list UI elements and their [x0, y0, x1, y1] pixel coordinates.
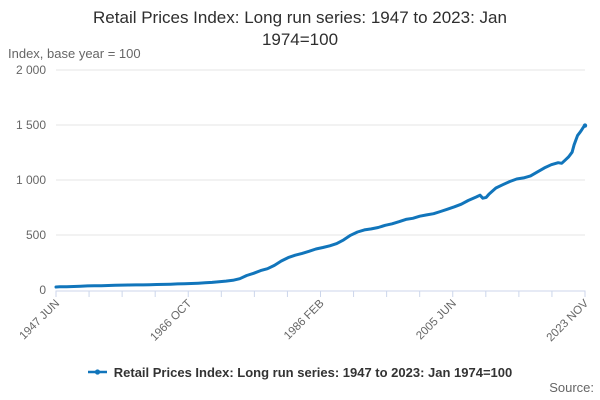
legend-item[interactable]: Retail Prices Index: Long run series: 19…	[87, 364, 513, 380]
x-tick-label: 2023 NOV	[545, 297, 592, 344]
x-tick-label: 1986 FEB	[282, 297, 327, 342]
legend: Retail Prices Index: Long run series: 19…	[0, 362, 600, 382]
x-axis: 1947 JUN 1966 OCT 1986 FEB 2005 JUN 2023 NOV	[17, 290, 592, 344]
y-axis-caption: Index, base year = 100	[8, 46, 141, 61]
series-line[interactable]	[54, 124, 587, 289]
source-note: Source:	[549, 380, 594, 395]
legend-line-marker-icon	[87, 369, 107, 375]
x-tick-label: 1966 OCT	[148, 298, 194, 344]
gridlines	[56, 69, 585, 236]
y-tick-label: 2 000	[16, 63, 46, 77]
chart-title: Retail Prices Index: Long run series: 19…	[0, 7, 600, 51]
y-axis-labels: 0 500 1 000 1 500 2 000	[16, 63, 46, 297]
y-tick-label: 1 000	[16, 173, 46, 187]
legend-series-label: Retail Prices Index: Long run series: 19…	[113, 364, 513, 380]
y-tick-label: 500	[26, 228, 46, 242]
chart-title-line1: Retail Prices Index: Long run series: 19…	[93, 8, 507, 27]
x-tick-label: 2005 JUN	[414, 298, 459, 343]
chart-title-line2: 1974=100	[261, 30, 339, 49]
series-end-marker	[582, 123, 588, 128]
x-tick-label: 1947 JUN	[17, 298, 62, 343]
y-tick-label: 1 500	[16, 118, 46, 132]
y-tick-label: 0	[39, 283, 46, 297]
